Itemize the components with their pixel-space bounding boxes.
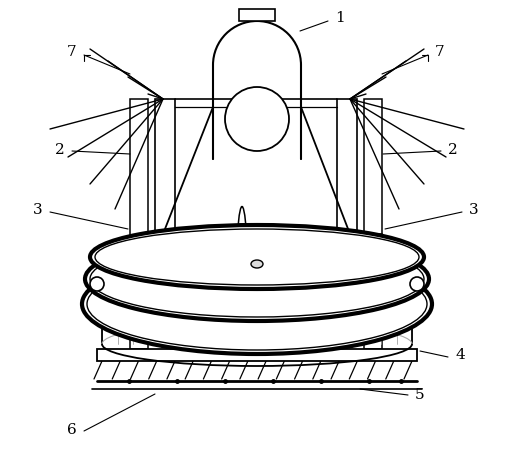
Text: 3: 3 [33,203,43,217]
Polygon shape [364,100,382,349]
Text: 3: 3 [469,203,479,217]
Ellipse shape [410,278,424,291]
Ellipse shape [87,258,427,350]
Polygon shape [130,100,148,349]
Text: 4: 4 [455,347,465,361]
Ellipse shape [90,278,104,291]
Ellipse shape [90,241,424,317]
Ellipse shape [251,260,263,268]
Text: 1: 1 [335,11,345,25]
Ellipse shape [102,228,412,271]
Polygon shape [155,100,175,339]
Polygon shape [97,349,417,361]
Ellipse shape [225,88,289,152]
Polygon shape [337,100,357,339]
Ellipse shape [195,240,289,295]
Ellipse shape [237,207,247,315]
Text: 6: 6 [67,422,77,436]
Text: 2: 2 [55,143,65,157]
Ellipse shape [82,255,432,354]
Text: 2: 2 [448,143,458,157]
Text: 5: 5 [415,387,425,401]
Text: 7: 7 [67,45,77,59]
Ellipse shape [95,229,419,286]
Ellipse shape [90,226,424,289]
Ellipse shape [240,237,334,292]
Polygon shape [239,10,275,22]
Text: 7: 7 [435,45,445,59]
Ellipse shape [85,238,429,321]
